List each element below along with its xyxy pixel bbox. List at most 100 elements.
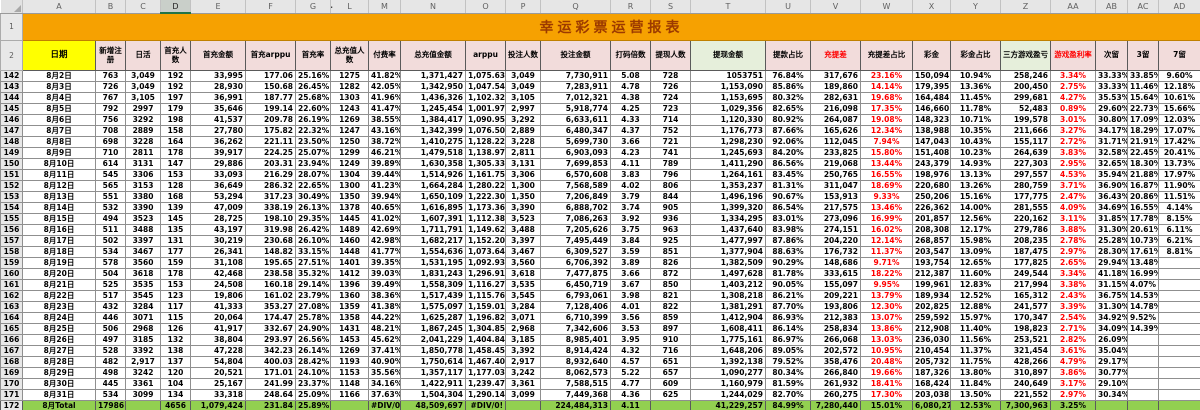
cell[interactable]: 31.85% bbox=[1095, 212, 1128, 225]
cell[interactable]: 11.56% bbox=[950, 333, 1001, 346]
cell[interactable]: 86.93% bbox=[765, 311, 811, 324]
cell[interactable]: 164 bbox=[160, 135, 191, 148]
cell[interactable]: 1,173.36 bbox=[465, 201, 506, 214]
cell[interactable]: 1,411,290 bbox=[690, 157, 766, 170]
cell[interactable]: 1412 bbox=[330, 267, 369, 280]
cell[interactable]: 86.54% bbox=[765, 201, 811, 214]
cell[interactable]: 13.80% bbox=[950, 366, 1001, 379]
cell[interactable]: 86.21% bbox=[765, 289, 811, 302]
cell[interactable]: 8,932,640 bbox=[540, 355, 611, 368]
cell[interactable]: 1360 bbox=[330, 289, 369, 302]
cell[interactable]: 728 bbox=[650, 69, 691, 82]
cell[interactable]: 187,326 bbox=[912, 366, 951, 379]
column-header[interactable]: 三方游戏盈亏 bbox=[1000, 39, 1051, 71]
cell[interactable]: 1,381,291 bbox=[690, 300, 766, 313]
cell[interactable]: 241.99 bbox=[245, 377, 296, 390]
cell[interactable]: 1,196.82 bbox=[465, 311, 506, 324]
cell[interactable]: 43,197 bbox=[190, 223, 246, 236]
cell[interactable]: 30.34% bbox=[1095, 388, 1128, 401]
cell[interactable]: 36,991 bbox=[190, 91, 246, 104]
cell[interactable]: 46.21% bbox=[368, 146, 401, 159]
cell[interactable]: 41.18% bbox=[1095, 267, 1128, 280]
cell[interactable]: 1,497,628 bbox=[690, 267, 766, 280]
cell[interactable]: 23.94% bbox=[295, 157, 331, 170]
cell[interactable]: 39.44% bbox=[368, 168, 401, 181]
cell[interactable]: 168,424 bbox=[912, 377, 951, 390]
cell[interactable]: 176,732 bbox=[810, 245, 861, 258]
cell[interactable]: 7,283,911 bbox=[540, 80, 611, 93]
cell[interactable]: 534 bbox=[95, 388, 126, 401]
cell[interactable]: 1,152.20 bbox=[465, 234, 506, 247]
cell[interactable]: 22.73% bbox=[1127, 102, 1159, 115]
cell[interactable]: 1358 bbox=[330, 311, 369, 324]
cell[interactable]: 14.78% bbox=[1127, 300, 1159, 313]
cell[interactable]: 3545 bbox=[125, 289, 161, 302]
cell[interactable]: 1,149.62 bbox=[465, 223, 506, 236]
cell[interactable]: 264,639 bbox=[1000, 146, 1051, 159]
cell[interactable]: 3,467 bbox=[505, 245, 541, 258]
cell[interactable]: 168 bbox=[160, 190, 191, 203]
cell[interactable]: 317,676 bbox=[810, 69, 861, 82]
cell[interactable]: 3.59 bbox=[610, 245, 651, 258]
cell[interactable]: 41.47% bbox=[368, 102, 401, 115]
cell[interactable]: 155,117 bbox=[1000, 135, 1051, 148]
column-letter[interactable]: Z bbox=[1000, 0, 1051, 14]
cell[interactable]: 12.53% bbox=[950, 399, 1001, 410]
cell[interactable]: 1243 bbox=[330, 102, 369, 115]
cell[interactable]: 34.17% bbox=[1095, 124, 1128, 137]
cell[interactable]: 5.22 bbox=[610, 366, 651, 379]
cell[interactable]: 30.77% bbox=[1095, 366, 1128, 379]
cell[interactable]: 1299 bbox=[330, 146, 369, 159]
cell[interactable]: 3242 bbox=[125, 366, 161, 379]
cell[interactable]: 198,976 bbox=[912, 168, 951, 181]
cell[interactable]: 24.90% bbox=[295, 322, 331, 335]
cell[interactable]: 148,323 bbox=[912, 113, 951, 126]
cell[interactable]: 25,167 bbox=[190, 377, 246, 390]
date-cell[interactable]: 8月17日 bbox=[22, 234, 96, 247]
cell[interactable]: 806 bbox=[650, 179, 691, 192]
cell[interactable]: 428,266 bbox=[1000, 355, 1051, 368]
cell[interactable]: 35.56% bbox=[368, 366, 401, 379]
cell[interactable]: 767 bbox=[95, 91, 126, 104]
cell[interactable]: 202,825 bbox=[912, 300, 951, 313]
cell[interactable]: 1,410,275 bbox=[400, 135, 466, 148]
cell[interactable]: 1378 bbox=[330, 201, 369, 214]
cell[interactable]: 4.14% bbox=[1158, 201, 1200, 214]
cell[interactable]: 1,575,097 bbox=[400, 300, 466, 313]
cell[interactable]: 1,177.03 bbox=[465, 366, 506, 379]
cell[interactable]: 27,780 bbox=[190, 124, 246, 137]
cell[interactable]: 5.08 bbox=[610, 69, 651, 82]
cell[interactable]: 3.89 bbox=[610, 256, 651, 269]
cell[interactable]: 17.42% bbox=[1158, 135, 1200, 148]
cell[interactable]: 36,262 bbox=[190, 135, 246, 148]
cell[interactable]: 26,341 bbox=[190, 245, 246, 258]
cell[interactable]: 12.14% bbox=[860, 234, 913, 247]
cell[interactable]: 32.58% bbox=[1095, 146, 1128, 159]
cell[interactable]: 131 bbox=[160, 234, 191, 247]
cell[interactable]: 1,047.54 bbox=[465, 80, 506, 93]
cell[interactable]: 708 bbox=[95, 124, 126, 137]
cell[interactable]: 42.05% bbox=[368, 80, 401, 93]
cell[interactable]: 192 bbox=[160, 80, 191, 93]
cell[interactable] bbox=[1158, 377, 1200, 390]
cell[interactable]: 3.27% bbox=[1050, 124, 1096, 137]
cell[interactable]: 910 bbox=[650, 333, 691, 346]
row-number[interactable]: 166 bbox=[0, 333, 23, 346]
cell[interactable]: 1,384,417 bbox=[400, 113, 466, 126]
cell[interactable]: 220,162 bbox=[1000, 212, 1051, 225]
cell[interactable]: 11.45% bbox=[950, 91, 1001, 104]
cell[interactable]: 317.23 bbox=[245, 190, 296, 203]
cell[interactable]: 1053751 bbox=[690, 69, 766, 82]
cell[interactable]: 16.02% bbox=[860, 223, 913, 236]
date-cell[interactable]: 8月13日 bbox=[22, 190, 96, 203]
cell[interactable]: 310,897 bbox=[1000, 366, 1051, 379]
cell[interactable]: 31.15% bbox=[1095, 278, 1128, 291]
cell[interactable]: 614 bbox=[95, 157, 126, 170]
cell[interactable]: 177,775 bbox=[1000, 190, 1051, 203]
cell[interactable]: 3.79 bbox=[610, 190, 651, 203]
cell[interactable] bbox=[505, 399, 541, 410]
cell[interactable]: 189,934 bbox=[912, 289, 951, 302]
cell[interactable]: 6,450,719 bbox=[540, 278, 611, 291]
cell[interactable]: 3618 bbox=[125, 267, 161, 280]
cell[interactable]: 10.43% bbox=[950, 135, 1001, 148]
